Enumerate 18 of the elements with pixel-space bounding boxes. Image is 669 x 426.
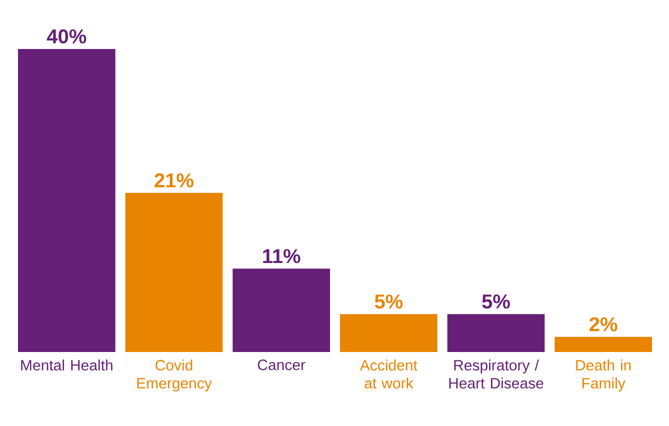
data-label: 11%: [263, 249, 300, 264]
bar: [232, 268, 330, 352]
x-tick-label: Covid Emergency: [137, 360, 212, 392]
bar: [340, 314, 438, 352]
data-label: 40%: [46, 29, 86, 44]
x-tick-label: Accident at work: [360, 360, 418, 389]
x-tick-label: Mental Health: [21, 360, 112, 371]
x-tick-label: Death in Family: [576, 360, 631, 392]
bar: [554, 336, 652, 352]
bar: [447, 314, 545, 352]
data-label: 21%: [154, 173, 194, 188]
data-label: 5%: [482, 294, 510, 309]
bar: [125, 192, 223, 352]
x-tick-label: Cancer: [258, 360, 306, 370]
data-label: 2%: [590, 317, 618, 332]
data-label: 5%: [374, 294, 403, 309]
bar: [18, 49, 116, 352]
x-tick-label: Respiratory / Heart Disease: [449, 360, 544, 389]
